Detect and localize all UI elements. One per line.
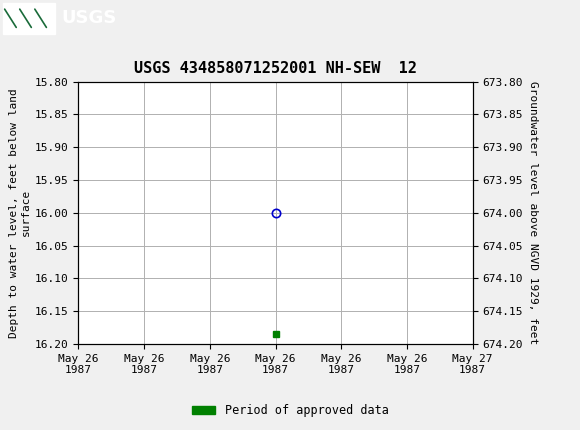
Title: USGS 434858071252001 NH-SEW  12: USGS 434858071252001 NH-SEW 12: [134, 61, 417, 77]
Y-axis label: Groundwater level above NGVD 1929, feet: Groundwater level above NGVD 1929, feet: [528, 81, 538, 344]
FancyBboxPatch shape: [3, 3, 55, 34]
Legend: Period of approved data: Period of approved data: [187, 399, 393, 422]
Y-axis label: Depth to water level, feet below land
surface: Depth to water level, feet below land su…: [9, 88, 31, 338]
Text: USGS: USGS: [61, 9, 116, 27]
